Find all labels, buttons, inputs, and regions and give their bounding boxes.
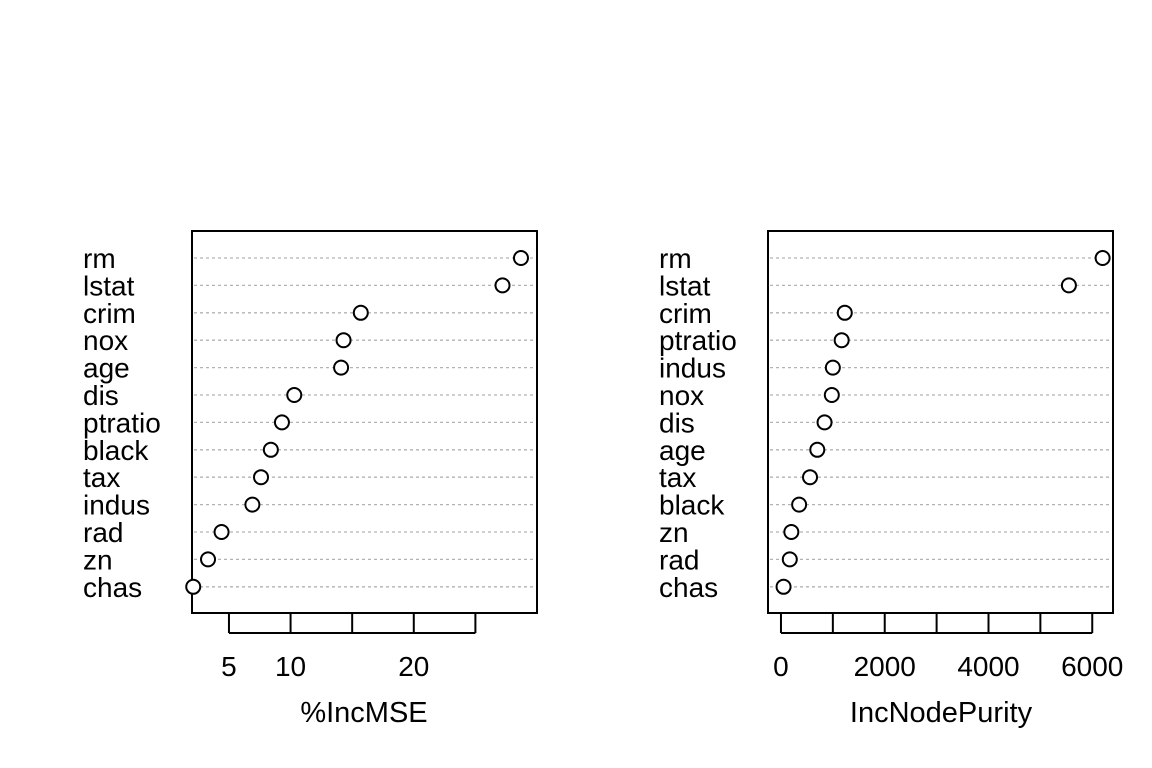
- x-axis-title: IncNodePurity: [850, 697, 1033, 729]
- variable-label: tax: [83, 462, 120, 493]
- importance-point: [333, 359, 350, 376]
- importance-point: [335, 332, 352, 349]
- importance-point: [262, 441, 279, 458]
- importance-point: [352, 304, 369, 321]
- importance-point: [200, 551, 217, 568]
- importance-point: [816, 414, 833, 431]
- variable-label: dis: [659, 407, 695, 438]
- importance-point: [494, 277, 511, 294]
- variable-label: indus: [659, 353, 726, 384]
- importance-point: [781, 551, 798, 568]
- variable-label: zn: [83, 544, 113, 575]
- variable-label: rm: [659, 243, 692, 274]
- variable-label: nox: [83, 325, 128, 356]
- importance-point: [213, 524, 230, 540]
- x-tick-label: 4000: [957, 651, 1019, 682]
- x-tick-label: 0: [773, 651, 789, 682]
- importance-point: [824, 359, 841, 376]
- variable-label: rad: [83, 517, 123, 548]
- incmse-panel: rmlstatcrimnoxagedisptratioblacktaxindus…: [83, 230, 538, 729]
- x-axis-title: %IncMSE: [300, 697, 427, 729]
- importance-point: [1094, 250, 1111, 266]
- plot-frame: [767, 230, 1114, 614]
- variable-label: age: [659, 435, 706, 466]
- importance-point: [791, 496, 808, 513]
- variable-label: rm: [83, 243, 116, 274]
- importance-point: [775, 578, 792, 595]
- variable-label: lstat: [83, 270, 135, 301]
- variable-label: crim: [83, 298, 136, 329]
- variable-label: age: [83, 353, 130, 384]
- importance-point: [244, 496, 261, 513]
- x-tick-label: 5: [221, 651, 237, 682]
- variable-label: ptratio: [83, 407, 161, 438]
- variable-label: black: [659, 490, 725, 521]
- x-tick-label: 2000: [854, 651, 916, 682]
- importance-point: [809, 441, 826, 458]
- importance-point: [512, 250, 529, 266]
- variable-label: rad: [659, 544, 699, 575]
- variable-label: chas: [83, 572, 142, 603]
- variable-label: black: [83, 435, 149, 466]
- importance-point: [833, 332, 850, 349]
- plot-frame: [191, 230, 538, 614]
- importance-point: [1060, 277, 1077, 294]
- variable-label: ptratio: [659, 325, 737, 356]
- importance-point: [802, 469, 819, 486]
- importance-point: [253, 469, 269, 486]
- variable-label: nox: [659, 380, 704, 411]
- variable-label: indus: [83, 490, 150, 521]
- variable-label: dis: [83, 380, 119, 411]
- importance-point: [783, 524, 800, 540]
- importance-point: [823, 387, 840, 403]
- importance-point: [185, 578, 202, 595]
- x-tick-label: 10: [275, 651, 306, 682]
- importance-point: [286, 387, 303, 403]
- variable-label: zn: [659, 517, 689, 548]
- variable-label: crim: [659, 298, 712, 329]
- importance-point: [273, 414, 290, 431]
- x-tick-label: 20: [398, 651, 429, 682]
- variable-label: tax: [659, 462, 696, 493]
- variable-label: chas: [659, 572, 718, 603]
- x-tick-label: 6000: [1061, 651, 1123, 682]
- variable-label: lstat: [659, 270, 711, 301]
- incnodepurity-panel: rmlstatcrimptratioindusnoxdisagetaxblack…: [659, 230, 1123, 729]
- importance-point: [836, 304, 853, 321]
